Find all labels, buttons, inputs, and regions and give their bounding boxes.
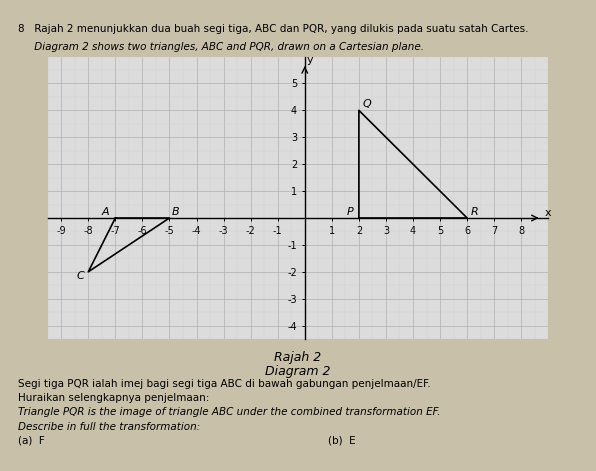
Text: (b)  E: (b) E [328,436,355,446]
Text: Rajah 2: Rajah 2 [274,351,322,364]
Text: Huraikan selengkapnya penjelmaan:: Huraikan selengkapnya penjelmaan: [18,393,209,403]
Text: R: R [470,207,478,217]
Text: C: C [76,270,84,281]
Text: Q: Q [362,99,371,109]
Text: y: y [306,55,313,65]
Text: (a)  F: (a) F [18,436,45,446]
Text: Describe in full the transformation:: Describe in full the transformation: [18,422,200,431]
Text: P: P [347,207,353,217]
Text: Diagram 2: Diagram 2 [265,365,331,378]
Text: x: x [544,208,551,218]
Text: 8   Rajah 2 menunjukkan dua buah segi tiga, ABC dan PQR, yang dilukis pada suatu: 8 Rajah 2 menunjukkan dua buah segi tiga… [18,24,529,33]
Text: Triangle PQR is the image of triangle ABC under the combined transformation EF.: Triangle PQR is the image of triangle AB… [18,407,440,417]
Text: Segi tiga PQR ialah imej bagi segi tiga ABC di bawah gabungan penjelmaan/EF.: Segi tiga PQR ialah imej bagi segi tiga … [18,379,431,389]
Text: B: B [172,207,180,217]
Text: Diagram 2 shows two triangles, ABC and PQR, drawn on a Cartesian plane.: Diagram 2 shows two triangles, ABC and P… [18,42,424,52]
Text: A: A [102,207,110,217]
